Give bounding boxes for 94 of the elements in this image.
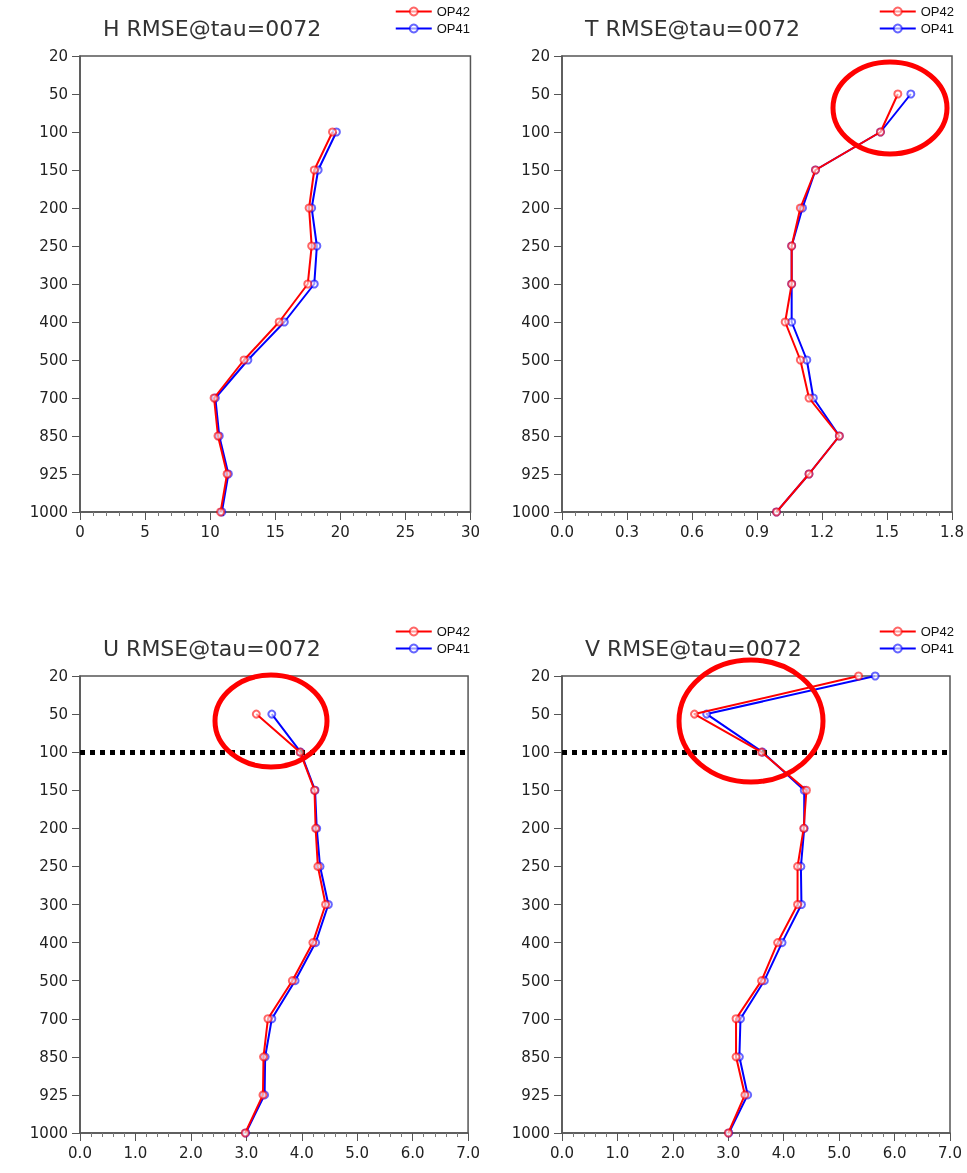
y-tick-label: 250 — [39, 237, 68, 255]
y-tick-label: 300 — [521, 895, 550, 914]
y-tick-label: 300 — [39, 895, 68, 914]
y-tick-label: 850 — [521, 427, 550, 445]
y-tick-label: 925 — [521, 1085, 550, 1104]
x-tick-label: 5.0 — [345, 1143, 370, 1162]
y-tick-label: 1000 — [511, 1124, 550, 1142]
y-tick-label: 20 — [48, 667, 68, 685]
x-tick-label: 7.0 — [938, 1143, 962, 1162]
legend-label: OP42 — [436, 4, 471, 19]
chart-title: T RMSE@tau=0072 — [584, 15, 801, 41]
x-tick-label: 3.0 — [234, 1143, 259, 1162]
legend-label: OP42 — [436, 624, 471, 639]
x-tick-label: 2.0 — [660, 1143, 685, 1162]
x-tick-label: 5 — [140, 522, 150, 541]
x-tick-label: 1.0 — [123, 1143, 148, 1162]
y-tick-label: 150 — [521, 161, 550, 179]
x-tick-label: 0 — [75, 522, 85, 541]
y-tick-label: 400 — [521, 933, 550, 952]
x-tick-label: 0.0 — [68, 1143, 92, 1162]
chart-title: V RMSE@tau=0072 — [585, 635, 802, 661]
y-tick-label: 850 — [39, 1047, 68, 1066]
legend-label: OP41 — [436, 21, 471, 36]
y-tick-label: 50 — [530, 85, 550, 103]
chart-title: H RMSE@tau=0072 — [103, 15, 322, 41]
y-tick-label: 500 — [39, 971, 68, 990]
y-tick-label: 850 — [39, 427, 68, 445]
x-tick-label: 0.9 — [745, 522, 769, 541]
legend-label: OP41 — [920, 21, 955, 36]
y-tick-label: 500 — [39, 351, 68, 369]
x-tick-label: 0.3 — [615, 522, 639, 541]
legend-label: OP41 — [920, 641, 955, 656]
x-tick-label: 1.5 — [875, 522, 899, 541]
y-tick-label: 100 — [39, 123, 68, 141]
x-tick-label: 5.0 — [827, 1143, 852, 1162]
y-tick-label: 250 — [521, 857, 550, 876]
legend-label: OP42 — [920, 624, 955, 639]
y-tick-label: 20 — [48, 47, 68, 65]
y-tick-label: 100 — [39, 743, 68, 762]
y-tick-label: 500 — [521, 971, 550, 990]
y-tick-label: 700 — [39, 389, 68, 407]
chart-title: U RMSE@tau=0072 — [103, 635, 321, 661]
x-tick-label: 4.0 — [289, 1143, 314, 1162]
x-tick-label: 3.0 — [716, 1143, 741, 1162]
x-tick-label: 4.0 — [771, 1143, 796, 1162]
x-tick-label: 0.6 — [680, 522, 704, 541]
x-tick-label: 0.0 — [550, 522, 574, 541]
y-tick-label: 250 — [39, 857, 68, 876]
y-tick-label: 850 — [521, 1047, 550, 1066]
y-tick-label: 20 — [530, 47, 550, 65]
legend-label: OP41 — [436, 641, 471, 656]
y-tick-label: 700 — [39, 1009, 68, 1028]
y-tick-label: 925 — [521, 465, 550, 483]
x-tick-label: 1.8 — [940, 522, 964, 541]
y-tick-label: 1000 — [29, 1124, 68, 1142]
y-tick-label: 50 — [48, 85, 68, 103]
x-tick-label: 1.0 — [605, 1143, 630, 1162]
x-tick-label: 6.0 — [400, 1143, 425, 1162]
y-tick-label: 50 — [530, 705, 550, 724]
legend-label: OP42 — [920, 4, 955, 19]
y-tick-label: 250 — [521, 237, 550, 255]
x-tick-label: 6.0 — [882, 1143, 907, 1162]
y-tick-label: 700 — [521, 1009, 550, 1028]
x-tick-label: 30 — [460, 522, 480, 541]
x-tick-label: 15 — [265, 522, 285, 541]
y-tick-label: 100 — [521, 123, 550, 141]
x-tick-label: 1.2 — [810, 522, 834, 541]
y-tick-label: 400 — [39, 313, 68, 331]
y-tick-label: 925 — [39, 465, 68, 483]
x-tick-label: 2.0 — [178, 1143, 203, 1162]
y-tick-label: 1000 — [511, 503, 550, 521]
y-tick-label: 400 — [39, 933, 68, 952]
y-tick-label: 200 — [39, 819, 68, 838]
y-tick-label: 100 — [521, 743, 550, 762]
y-tick-label: 1000 — [29, 503, 68, 521]
y-tick-label: 200 — [521, 199, 550, 217]
y-tick-label: 150 — [521, 781, 550, 800]
y-tick-label: 300 — [521, 275, 550, 293]
y-tick-label: 150 — [39, 781, 68, 800]
y-tick-label: 925 — [39, 1085, 68, 1104]
y-tick-label: 200 — [39, 199, 68, 217]
y-tick-label: 20 — [530, 667, 550, 685]
y-tick-label: 700 — [521, 389, 550, 407]
x-tick-label: 10 — [200, 522, 220, 541]
y-tick-label: 500 — [521, 351, 550, 369]
x-tick-label: 20 — [330, 522, 350, 541]
y-tick-label: 50 — [48, 705, 68, 724]
x-tick-label: 25 — [395, 522, 415, 541]
x-tick-label: 0.0 — [550, 1143, 574, 1162]
y-tick-label: 150 — [39, 161, 68, 179]
y-tick-label: 200 — [521, 819, 550, 838]
y-tick-label: 400 — [521, 313, 550, 331]
y-tick-label: 300 — [39, 275, 68, 293]
x-tick-label: 7.0 — [456, 1143, 480, 1162]
